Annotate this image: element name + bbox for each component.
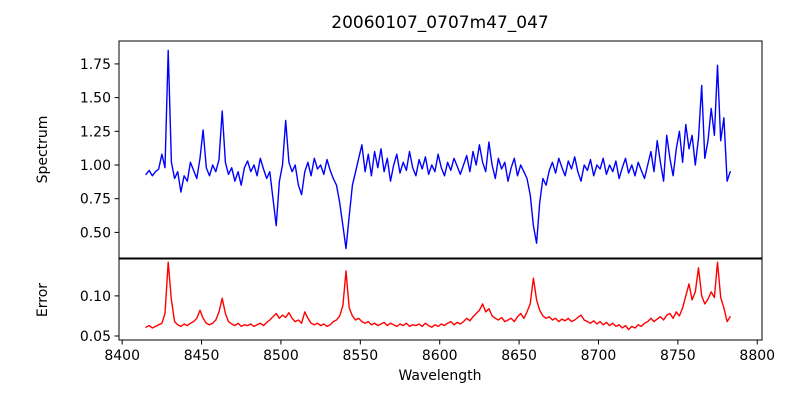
x-ticks: 8400 8450 8500 8550 8600 8650 8700 8750 8800 [104,340,775,364]
error-axes-frame [118,258,763,341]
x-tick-label: 8650 [501,348,537,364]
spectrum-y-tick-label: 1.75 [80,57,111,73]
x-tick-label: 8400 [104,348,140,364]
chart-title: 20060107_0707m47_047 [331,13,548,33]
spectrum-y-tick-label: 1.25 [80,124,111,140]
spectrum-y-axis-label: Spectrum [35,116,51,184]
spectrum-y-tick-label: 0.50 [80,225,111,241]
x-tick-label: 8700 [581,348,617,364]
x-axis-label: Wavelength [398,368,481,384]
spectrum-axes-frame [118,40,763,259]
error-panel: 0.05 0.10 8400 8450 8500 8550 8600 8650 8700 875… [35,258,775,384]
spectrum-y-tick-label: 1.50 [80,91,111,107]
x-tick-label: 8550 [343,348,379,364]
spectrum-y-tick-label: 1.00 [80,158,111,174]
spectrum-y-tick-label: 0.75 [80,192,111,208]
error-y-ticks: 0.05 0.10 [80,289,119,345]
spectrum-panel: 0.50 0.75 1.00 1.25 1.50 1.75 Spectrum [35,40,763,259]
error-line [145,261,731,331]
x-tick-label: 8800 [739,348,775,364]
spectrum-line [145,49,731,250]
error-y-axis-label: Error [35,283,51,317]
x-tick-label: 8750 [660,348,696,364]
error-y-tick-label: 0.10 [80,289,111,305]
x-tick-label: 8500 [263,348,299,364]
x-tick-label: 8450 [184,348,220,364]
x-tick-label: 8600 [422,348,458,364]
spectrum-y-ticks: 0.50 0.75 1.00 1.25 1.50 1.75 [80,57,119,241]
error-y-tick-label: 0.05 [80,329,111,345]
